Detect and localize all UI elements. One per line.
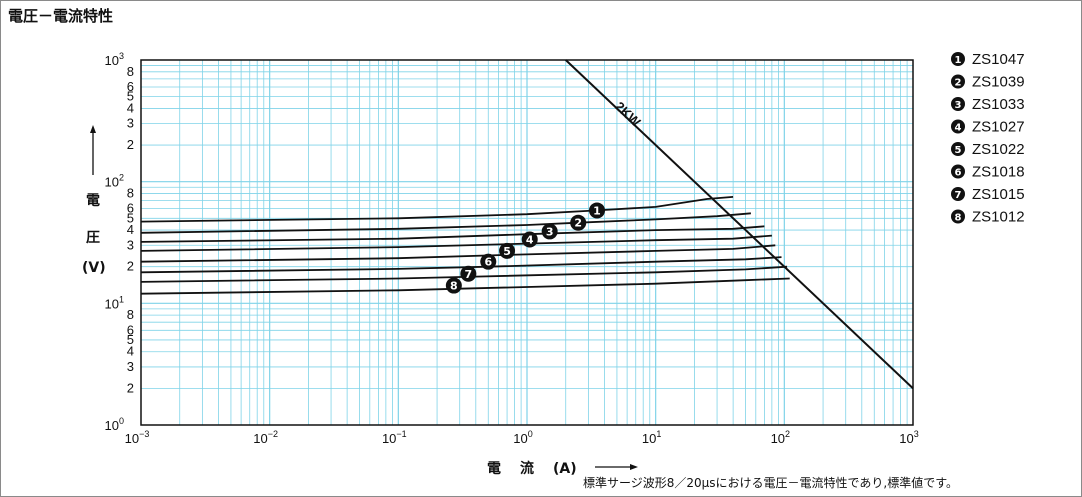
series-line-ZS1033 — [140, 225, 765, 243]
plot-border — [140, 59, 914, 426]
legend-marker — [951, 164, 965, 179]
curve-marker-5 — [499, 242, 516, 259]
legend: 1 ZS1047 2 ZS1039 3 ZS1033 4 ZS1027 5 ZS1022 6 ZS10… — [951, 51, 1025, 226]
curve-marker-label-7: 7 — [465, 268, 473, 281]
curve-marker-label-2: 2 — [574, 217, 582, 230]
y-minor-tick-label: 8 — [127, 307, 134, 322]
x-axis-ticks: 10−3 10−2 10−1 100 101 102 103 — [125, 429, 919, 446]
curve-marker-7 — [460, 265, 477, 282]
y-minor-tick-label: 8 — [127, 185, 134, 200]
curve-marker-label-8: 8 — [450, 280, 458, 293]
legend-label: ZS1027 — [972, 119, 1025, 136]
x-tick-label: 101 — [642, 429, 661, 446]
y-minor-tick-label: 3 — [127, 359, 134, 374]
y-minor-tick-label: 5 — [127, 89, 134, 104]
series-line-ZS1027 — [140, 234, 772, 252]
y-tick-label: 100 — [105, 416, 124, 433]
legend-label: ZS1033 — [972, 96, 1025, 113]
x-axis-unit: (A) — [553, 461, 577, 477]
legend-marker — [951, 97, 965, 111]
y-minor-tick-label: 4 — [127, 344, 134, 359]
curve-marker-label-3: 3 — [546, 225, 554, 238]
legend-label: ZS1047 — [972, 51, 1025, 68]
y-minor-tick-label: 6 — [127, 322, 134, 337]
curve-marker-label-6: 6 — [484, 256, 492, 269]
y-minor-tick-label: 5 — [127, 210, 134, 225]
y-minor-tick-label: 2 — [127, 259, 134, 274]
y-minor-tick-label: 2 — [127, 380, 134, 395]
x-tick-label: 10−2 — [253, 429, 278, 446]
footnote: 標準サージ波形8／20μsにおける電圧－電流特性であり,標準値です。 — [583, 475, 958, 490]
series-line-ZS1022 — [140, 244, 776, 263]
legend-marker-number: 2 — [955, 78, 962, 89]
y-tick-label: 101 — [105, 294, 124, 311]
legend-label: ZS1015 — [972, 186, 1025, 203]
curve-marker-label-5: 5 — [503, 245, 511, 258]
limit-line-2kw — [565, 59, 914, 390]
y-axis-label-char-1: 電 — [86, 192, 100, 209]
x-tick-label: 10−3 — [125, 429, 150, 446]
y-tick-label: 102 — [105, 173, 124, 190]
x-tick-label: 100 — [513, 429, 532, 446]
legend-marker-number: 1 — [955, 55, 962, 66]
y-minor-tick-label: 6 — [127, 79, 134, 94]
x-axis-arrow-head — [630, 464, 638, 470]
legend-marker — [951, 209, 965, 224]
legend-label: ZS1022 — [972, 141, 1025, 158]
x-tick-label: 103 — [899, 429, 918, 446]
x-axis-label-char-2: 流 — [520, 460, 534, 477]
y-minor-tick-label: 4 — [127, 100, 134, 115]
legend-marker-number: 7 — [955, 190, 962, 201]
y-minor-tick-label: 2 — [127, 137, 134, 152]
legend-marker — [951, 52, 965, 66]
series-line-ZS1012 — [140, 277, 790, 295]
curve-marker-2 — [570, 214, 587, 231]
curve-marker-3 — [541, 223, 558, 240]
limit-line: 2KW — [565, 59, 914, 390]
curve-marker-label-1: 1 — [593, 204, 601, 217]
legend-marker — [951, 142, 965, 156]
grid — [141, 60, 913, 425]
y-axis-label-char-2: 圧 — [86, 230, 100, 246]
y-minor-tick-label: 3 — [127, 237, 134, 252]
y-minor-tick-label: 4 — [127, 222, 134, 237]
x-tick-label: 10−1 — [382, 429, 407, 446]
y-minor-tick-label: 6 — [127, 201, 134, 216]
curve-marker-label-4: 4 — [526, 233, 534, 246]
y-axis-arrow-head — [90, 125, 96, 133]
legend-label: ZS1018 — [972, 164, 1025, 181]
legend-marker — [951, 187, 965, 201]
curve-marker-8 — [445, 277, 462, 294]
curve-marker-6 — [480, 253, 497, 270]
legend-marker — [951, 119, 965, 134]
legend-marker — [951, 74, 965, 89]
legend-marker-number: 8 — [955, 213, 962, 224]
curve-marker-1 — [589, 202, 606, 219]
chart-title: 電圧－電流特性 — [8, 7, 113, 25]
legend-marker-number: 5 — [955, 145, 962, 156]
legend-marker-number: 4 — [955, 123, 962, 134]
x-axis-label-char-1: 電 — [487, 460, 501, 477]
y-minor-tick-label: 5 — [127, 332, 134, 347]
legend-marker-number: 3 — [955, 100, 962, 111]
legend-label: ZS1039 — [972, 74, 1025, 91]
y-tick-label: 103 — [105, 51, 124, 68]
series-line-ZS1015 — [140, 265, 788, 283]
y-minor-tick-label: 3 — [127, 116, 134, 131]
y-axis-unit: (V) — [82, 260, 106, 276]
series-line-ZS1018 — [140, 256, 782, 274]
legend-marker-number: 6 — [955, 168, 962, 179]
x-tick-label: 102 — [771, 429, 790, 446]
y-minor-tick-label: 8 — [127, 64, 134, 79]
legend-label: ZS1012 — [972, 209, 1025, 226]
curve-marker-4 — [521, 231, 538, 248]
